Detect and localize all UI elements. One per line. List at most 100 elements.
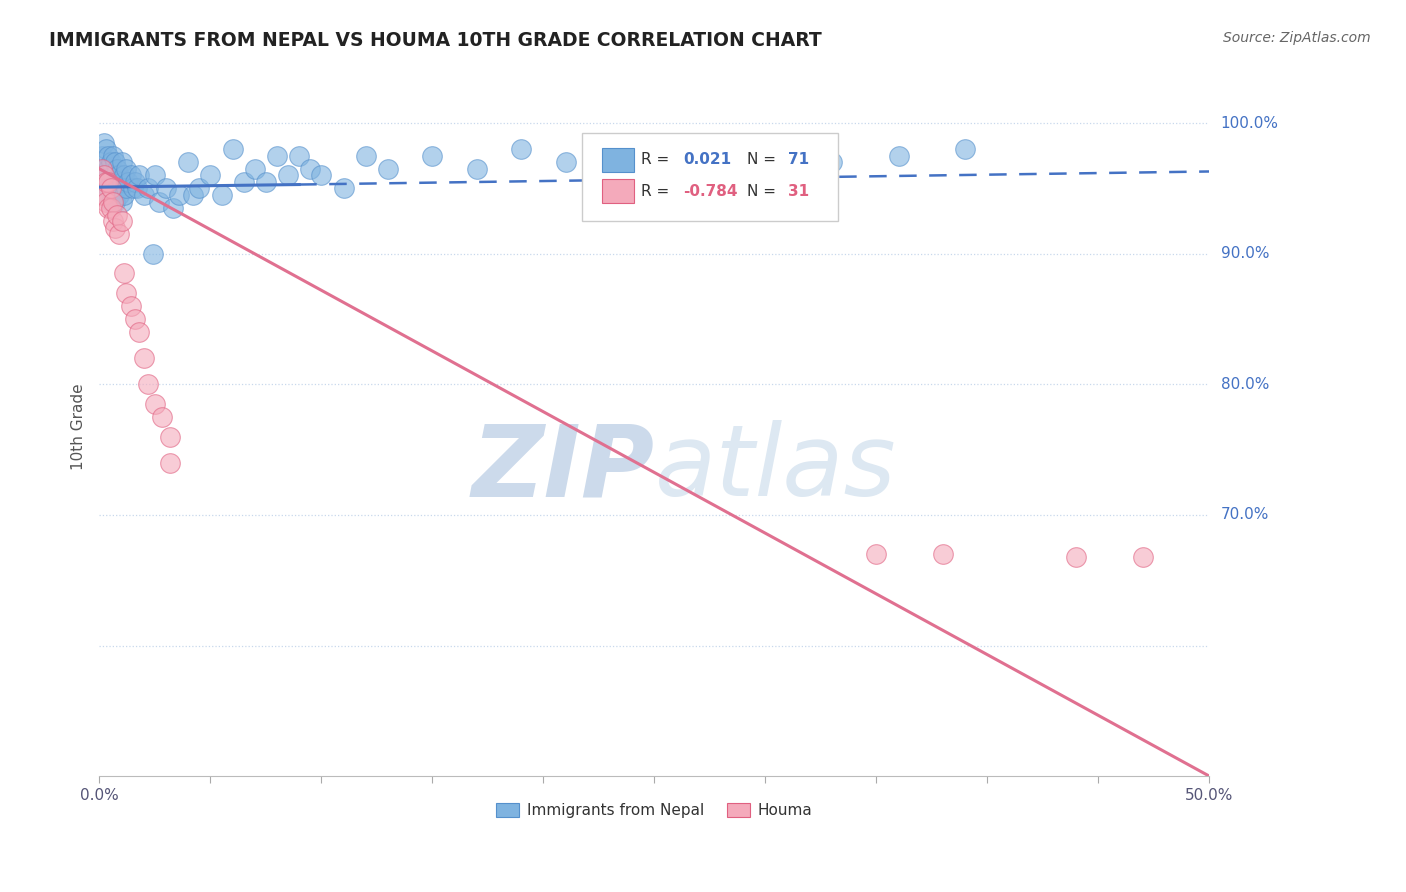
Point [422, 149, 444, 163]
Point [311, 169, 333, 183]
Text: atlas: atlas [654, 420, 896, 517]
Point [465, 161, 488, 176]
Text: IMMIGRANTS FROM NEPAL VS HOUMA 10TH GRADE CORRELATION CHART: IMMIGRANTS FROM NEPAL VS HOUMA 10TH GRAD… [49, 31, 823, 50]
Point [136, 377, 159, 392]
FancyBboxPatch shape [602, 179, 634, 203]
Point [93, 136, 115, 150]
Point [150, 410, 173, 425]
Point [111, 194, 134, 209]
Point [115, 181, 138, 195]
Point [100, 194, 122, 209]
Point [93, 169, 115, 183]
Point [97, 149, 120, 163]
Point [112, 169, 135, 183]
Point [510, 142, 533, 156]
Point [104, 220, 127, 235]
Legend: Immigrants from Nepal, Houma: Immigrants from Nepal, Houma [491, 797, 818, 824]
Point [97, 201, 120, 215]
Point [211, 188, 233, 202]
Point [128, 325, 150, 339]
Text: 70.0%: 70.0% [1220, 508, 1268, 523]
Point [93, 161, 115, 176]
Text: R =: R = [641, 184, 669, 199]
Point [100, 181, 122, 195]
Point [94, 188, 117, 202]
Point [162, 201, 184, 215]
Point [101, 194, 124, 209]
Point [124, 175, 146, 189]
Point [93, 188, 115, 202]
Text: -0.784: -0.784 [683, 184, 738, 199]
Point [181, 188, 204, 202]
Text: 31: 31 [787, 184, 808, 199]
Text: Source: ZipAtlas.com: Source: ZipAtlas.com [1223, 31, 1371, 45]
Text: N =: N = [747, 184, 776, 199]
Point [124, 312, 146, 326]
Point [169, 188, 191, 202]
Point [554, 155, 576, 169]
Point [932, 547, 955, 561]
Point [94, 142, 117, 156]
Point [1132, 549, 1154, 564]
Point [754, 142, 776, 156]
Point [101, 149, 124, 163]
Text: N =: N = [747, 153, 776, 168]
Point [108, 188, 131, 202]
Point [232, 175, 254, 189]
Point [143, 169, 166, 183]
Point [104, 175, 127, 189]
Point [1064, 549, 1087, 564]
Point [105, 208, 128, 222]
Text: ZIP: ZIP [471, 420, 654, 517]
Point [100, 155, 122, 169]
Point [94, 194, 117, 209]
Point [120, 299, 142, 313]
Point [101, 188, 124, 202]
FancyBboxPatch shape [602, 148, 634, 172]
Point [132, 351, 155, 366]
Point [221, 142, 243, 156]
Point [100, 175, 122, 189]
Point [108, 227, 131, 242]
Point [177, 155, 200, 169]
Point [90, 169, 112, 183]
Point [155, 181, 177, 195]
Point [111, 155, 134, 169]
Point [121, 181, 143, 195]
Point [94, 175, 117, 189]
Point [887, 149, 910, 163]
Point [277, 169, 299, 183]
Point [90, 161, 112, 176]
Point [105, 181, 128, 195]
Point [159, 456, 181, 470]
Point [104, 194, 127, 209]
Point [100, 201, 122, 215]
Point [299, 161, 322, 176]
Point [101, 169, 124, 183]
Text: 71: 71 [787, 153, 808, 168]
FancyBboxPatch shape [582, 133, 838, 220]
Point [200, 169, 222, 183]
Point [288, 149, 311, 163]
Point [332, 181, 354, 195]
Point [111, 214, 134, 228]
Point [148, 194, 170, 209]
Point [143, 397, 166, 411]
Point [254, 175, 277, 189]
Text: 0.021: 0.021 [683, 153, 731, 168]
Point [90, 188, 112, 202]
Text: R =: R = [641, 153, 669, 168]
Point [112, 188, 135, 202]
Point [688, 149, 710, 163]
Point [101, 214, 124, 228]
Point [821, 155, 844, 169]
Point [111, 175, 134, 189]
Point [865, 547, 887, 561]
Point [112, 266, 135, 280]
Point [188, 181, 211, 195]
Point [953, 142, 976, 156]
Point [117, 175, 139, 189]
Text: 100.0%: 100.0% [1220, 116, 1278, 130]
Point [243, 161, 266, 176]
Point [115, 285, 138, 300]
